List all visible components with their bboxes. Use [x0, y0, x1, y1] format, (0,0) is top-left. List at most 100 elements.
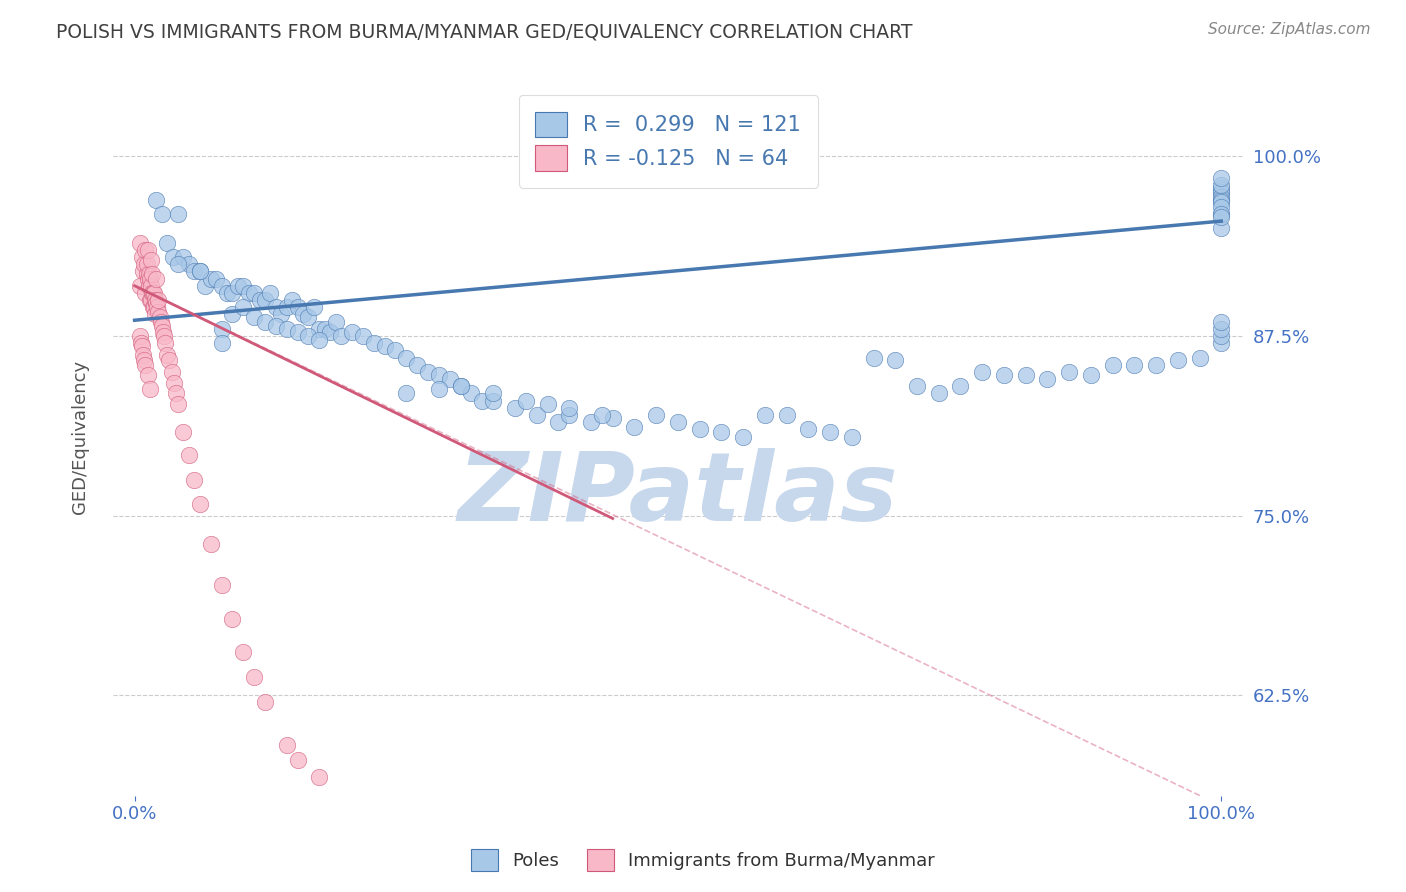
Point: [503, 401, 526, 415]
Point: [149, 315, 172, 329]
Point: [134, 243, 156, 257]
Point: [710, 425, 733, 440]
Point: [547, 415, 569, 429]
Point: [143, 285, 166, 300]
Point: [221, 612, 243, 626]
Point: [142, 301, 165, 315]
Point: [1057, 365, 1080, 379]
Point: [884, 353, 907, 368]
Point: [689, 422, 711, 436]
Legend: Poles, Immigrants from Burma/Myanmar: Poles, Immigrants from Burma/Myanmar: [464, 842, 942, 879]
Point: [142, 285, 165, 300]
Point: [264, 318, 287, 333]
Point: [308, 334, 330, 348]
Point: [276, 322, 298, 336]
Point: [221, 308, 243, 322]
Point: [1211, 207, 1233, 221]
Point: [526, 408, 548, 422]
Point: [591, 408, 613, 422]
Text: Source: ZipAtlas.com: Source: ZipAtlas.com: [1208, 22, 1371, 37]
Point: [153, 329, 176, 343]
Point: [232, 645, 254, 659]
Point: [134, 285, 156, 300]
Point: [132, 264, 155, 278]
Point: [972, 365, 994, 379]
Point: [152, 325, 174, 339]
Point: [243, 285, 266, 300]
Point: [645, 408, 668, 422]
Point: [287, 301, 309, 315]
Point: [579, 415, 602, 429]
Point: [1211, 200, 1233, 214]
Point: [460, 386, 482, 401]
Point: [308, 322, 330, 336]
Point: [1211, 178, 1233, 193]
Point: [797, 422, 820, 436]
Text: POLISH VS IMMIGRANTS FROM BURMA/MYANMAR GED/EQUIVALENCY CORRELATION CHART: POLISH VS IMMIGRANTS FROM BURMA/MYANMAR …: [56, 22, 912, 41]
Point: [232, 278, 254, 293]
Point: [754, 408, 776, 422]
Point: [134, 257, 156, 271]
Point: [148, 293, 170, 307]
Point: [211, 322, 233, 336]
Point: [276, 739, 298, 753]
Point: [211, 336, 233, 351]
Point: [139, 252, 162, 267]
Point: [325, 315, 347, 329]
Point: [200, 537, 222, 551]
Point: [1188, 351, 1211, 365]
Point: [167, 257, 190, 271]
Point: [308, 770, 330, 784]
Point: [384, 343, 406, 358]
Point: [243, 310, 266, 325]
Point: [427, 382, 450, 396]
Point: [928, 386, 950, 401]
Point: [143, 293, 166, 307]
Point: [406, 358, 429, 372]
Point: [183, 473, 205, 487]
Point: [136, 243, 159, 257]
Point: [297, 310, 319, 325]
Point: [471, 393, 494, 408]
Point: [141, 267, 163, 281]
Point: [167, 396, 190, 410]
Point: [482, 393, 505, 408]
Point: [143, 308, 166, 322]
Point: [162, 250, 184, 264]
Point: [134, 353, 156, 368]
Point: [264, 301, 287, 315]
Point: [131, 339, 153, 353]
Point: [156, 235, 179, 250]
Point: [135, 267, 157, 281]
Point: [188, 264, 211, 278]
Point: [183, 264, 205, 278]
Point: [395, 386, 418, 401]
Point: [1211, 315, 1233, 329]
Point: [259, 285, 281, 300]
Point: [352, 329, 374, 343]
Point: [340, 325, 363, 339]
Point: [157, 353, 180, 368]
Point: [148, 310, 170, 325]
Point: [232, 301, 254, 315]
Point: [132, 348, 155, 362]
Point: [536, 396, 558, 410]
Point: [302, 301, 325, 315]
Point: [194, 278, 217, 293]
Y-axis label: GED/Equivalency: GED/Equivalency: [72, 359, 89, 514]
Point: [1211, 189, 1233, 203]
Point: [1144, 358, 1167, 372]
Point: [129, 278, 152, 293]
Point: [160, 365, 183, 379]
Point: [156, 348, 179, 362]
Point: [145, 193, 167, 207]
Point: [905, 379, 928, 393]
Point: [623, 419, 645, 434]
Point: [205, 271, 228, 285]
Point: [146, 301, 169, 315]
Point: [136, 271, 159, 285]
Point: [143, 301, 166, 315]
Point: [439, 372, 461, 386]
Point: [775, 408, 797, 422]
Point: [666, 415, 689, 429]
